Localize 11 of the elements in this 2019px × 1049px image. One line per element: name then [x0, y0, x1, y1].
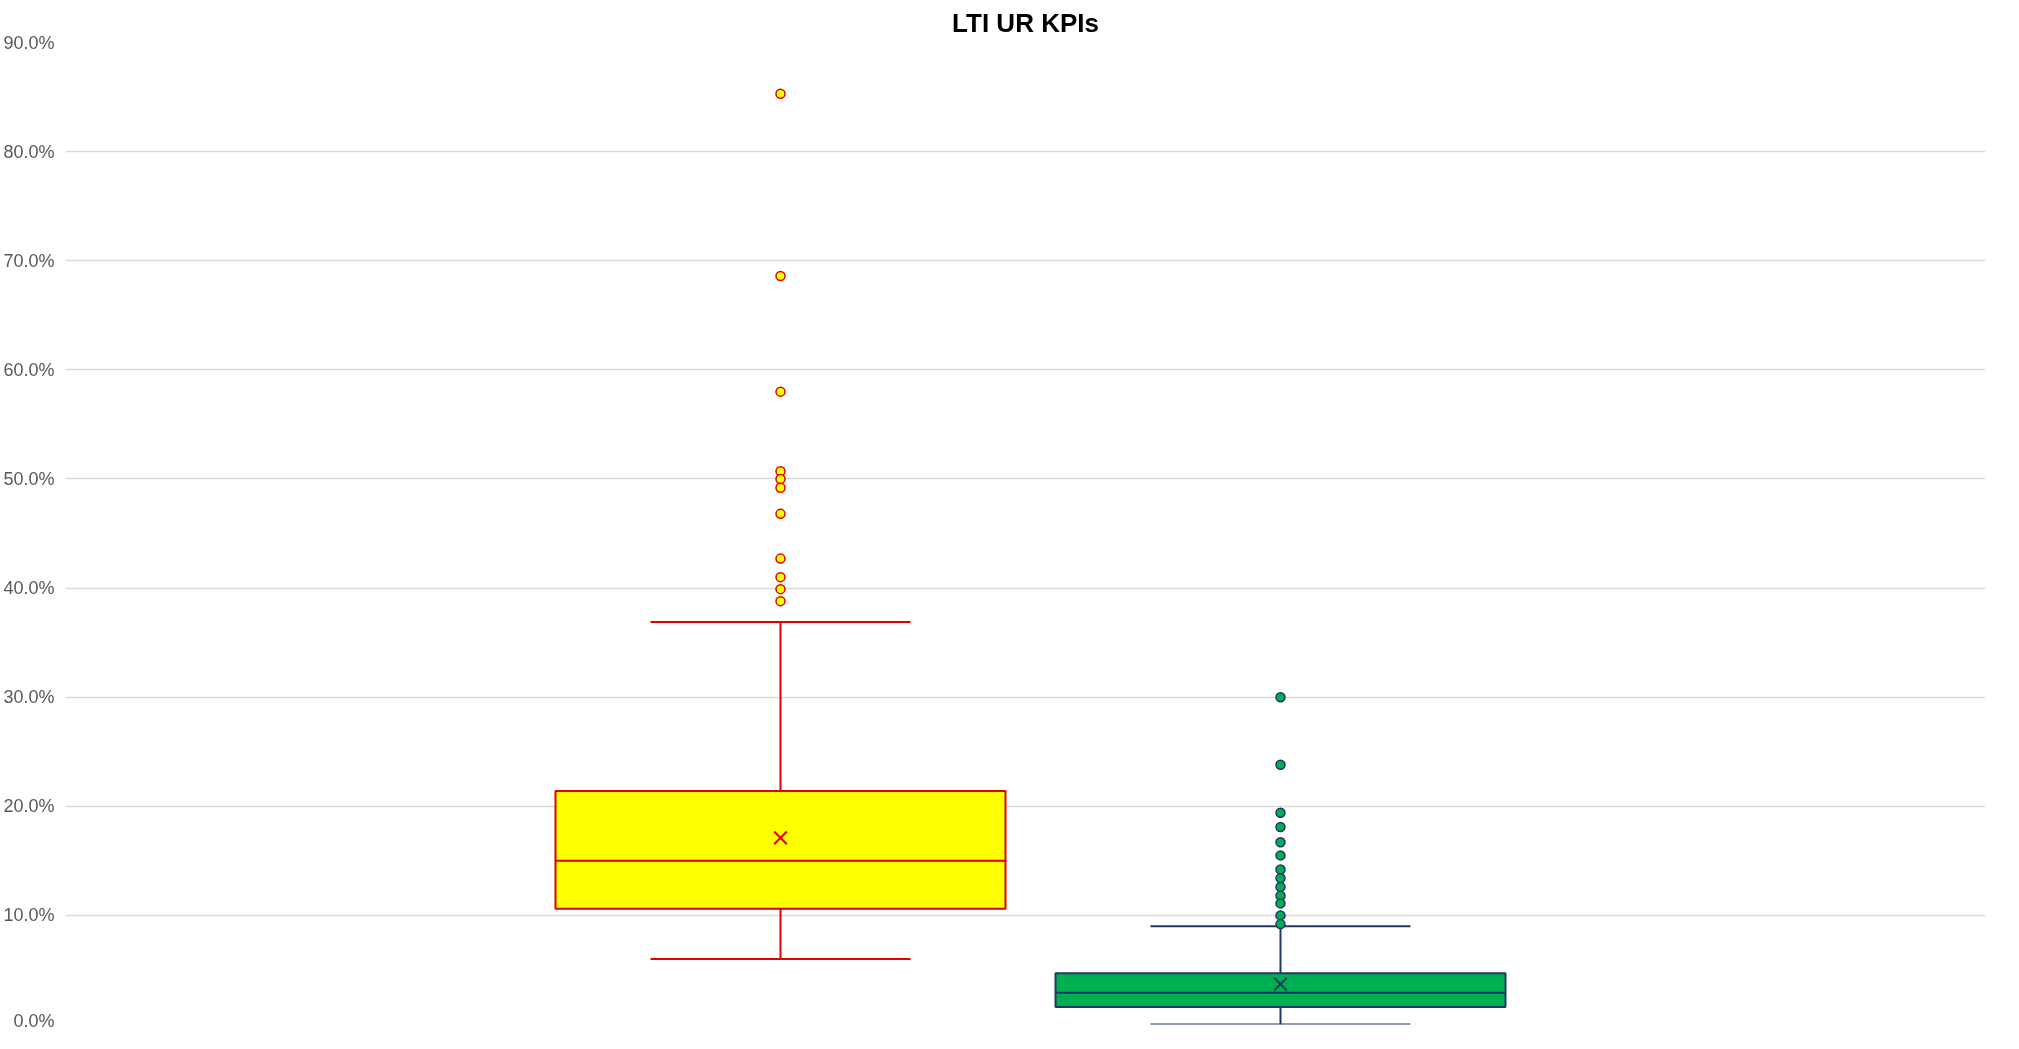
chart-title: LTI UR KPIs: [952, 7, 1099, 38]
y-tick-label: 90.0%: [3, 32, 55, 53]
y-tick-label: 10.0%: [3, 905, 55, 926]
y-tick-label: 20.0%: [3, 796, 55, 817]
y-tick-label: 70.0%: [3, 250, 55, 271]
y-tick-label: 30.0%: [3, 687, 55, 708]
y-tick-label: 0.0%: [13, 1010, 55, 1031]
y-tick-label: 80.0%: [3, 141, 55, 162]
y-tick-label: 40.0%: [3, 578, 55, 599]
y-tick-label: 50.0%: [3, 468, 55, 489]
y-tick-label: 60.0%: [3, 359, 55, 380]
